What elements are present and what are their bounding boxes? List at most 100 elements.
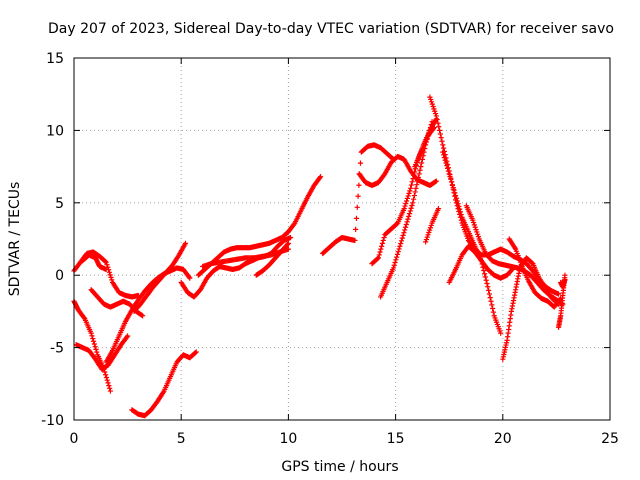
data-point xyxy=(429,119,435,125)
data-point xyxy=(186,274,192,280)
data-point xyxy=(398,240,404,247)
data-point xyxy=(475,234,482,240)
data-point xyxy=(424,234,430,240)
series-trace-y xyxy=(555,272,568,330)
data-point xyxy=(125,333,131,339)
data-point xyxy=(455,201,461,207)
data-point xyxy=(410,196,417,202)
data-point xyxy=(392,259,398,266)
data-point xyxy=(454,198,460,204)
series-trace-c xyxy=(73,333,131,372)
data-point xyxy=(379,243,385,249)
data-point xyxy=(403,200,409,207)
data-point xyxy=(458,211,464,218)
data-point xyxy=(402,227,408,233)
data-point xyxy=(438,135,444,141)
data-point xyxy=(453,192,459,199)
data-point xyxy=(555,291,562,297)
y-tick-label: 0 xyxy=(55,268,64,284)
data-point xyxy=(415,174,421,181)
data-point xyxy=(436,127,443,133)
data-point xyxy=(103,266,109,273)
data-point xyxy=(404,219,410,225)
data-point xyxy=(287,234,294,241)
data-point xyxy=(426,229,432,236)
series-trace-b xyxy=(71,298,114,394)
data-point xyxy=(457,206,463,212)
series-trace-t xyxy=(440,149,504,336)
data-point xyxy=(102,369,108,375)
data-point xyxy=(449,182,456,188)
data-point xyxy=(440,149,446,155)
data-point xyxy=(107,385,113,391)
data-point xyxy=(406,213,412,219)
data-point xyxy=(452,190,458,196)
data-point xyxy=(107,272,113,278)
axes: 0 5 10 15 20 25 -10 -5 0 5 10 15 xyxy=(41,51,619,447)
data-point xyxy=(482,274,488,280)
data-point xyxy=(498,330,504,336)
data-point xyxy=(90,335,96,342)
data-point xyxy=(484,280,490,287)
data-point xyxy=(449,179,455,185)
data-point xyxy=(103,374,110,381)
x-tick-label: 15 xyxy=(387,431,405,447)
data-point xyxy=(413,185,419,191)
data-point xyxy=(407,208,413,214)
data-point xyxy=(475,231,481,237)
series-trace-q xyxy=(412,124,437,170)
data-point xyxy=(431,124,437,131)
data-point xyxy=(400,232,406,238)
data-point xyxy=(562,276,568,283)
data-point xyxy=(473,226,479,233)
x-tick-label: 10 xyxy=(279,431,297,447)
x-tick-label: 20 xyxy=(494,431,512,447)
data-point xyxy=(356,182,362,188)
data-point xyxy=(419,156,425,162)
data-point xyxy=(105,380,111,386)
data-point xyxy=(375,255,381,262)
data-point xyxy=(435,120,441,126)
data-point xyxy=(107,388,114,394)
data-point xyxy=(395,249,401,255)
data-point xyxy=(81,314,87,321)
data-point xyxy=(439,138,445,144)
data-point xyxy=(418,164,424,170)
data-point xyxy=(405,216,411,222)
data-point xyxy=(432,110,439,117)
data-point xyxy=(397,243,403,249)
data-point xyxy=(418,160,425,166)
data-point xyxy=(124,334,130,340)
data-point xyxy=(401,230,407,236)
data-point xyxy=(430,125,436,132)
data-point xyxy=(291,221,297,227)
data-point xyxy=(408,182,415,188)
data-point xyxy=(440,152,447,158)
x-tick-label: 5 xyxy=(177,431,186,447)
data-point xyxy=(109,277,115,283)
y-tick-label: -10 xyxy=(41,413,64,429)
data-point xyxy=(490,309,497,315)
data-point xyxy=(402,224,409,230)
series-trace-w xyxy=(500,255,562,362)
data-point xyxy=(317,175,323,181)
data-point xyxy=(104,262,110,268)
y-axis-label: SDTVAR / TECUs xyxy=(7,182,23,297)
data-point xyxy=(431,106,437,112)
series-trace-s xyxy=(423,205,442,245)
series-trace-m xyxy=(320,142,397,257)
series-trace-z xyxy=(558,276,568,290)
data-point xyxy=(378,246,384,252)
data-point xyxy=(434,116,440,123)
data-point xyxy=(453,195,460,201)
y-tick-label: 15 xyxy=(46,51,64,67)
data-point xyxy=(557,296,563,303)
data-point xyxy=(472,224,478,230)
data-point xyxy=(445,168,451,174)
data-point xyxy=(485,287,492,294)
data-point xyxy=(490,305,496,312)
data-point xyxy=(89,333,95,339)
data-point xyxy=(408,185,414,191)
data-point xyxy=(398,238,405,244)
